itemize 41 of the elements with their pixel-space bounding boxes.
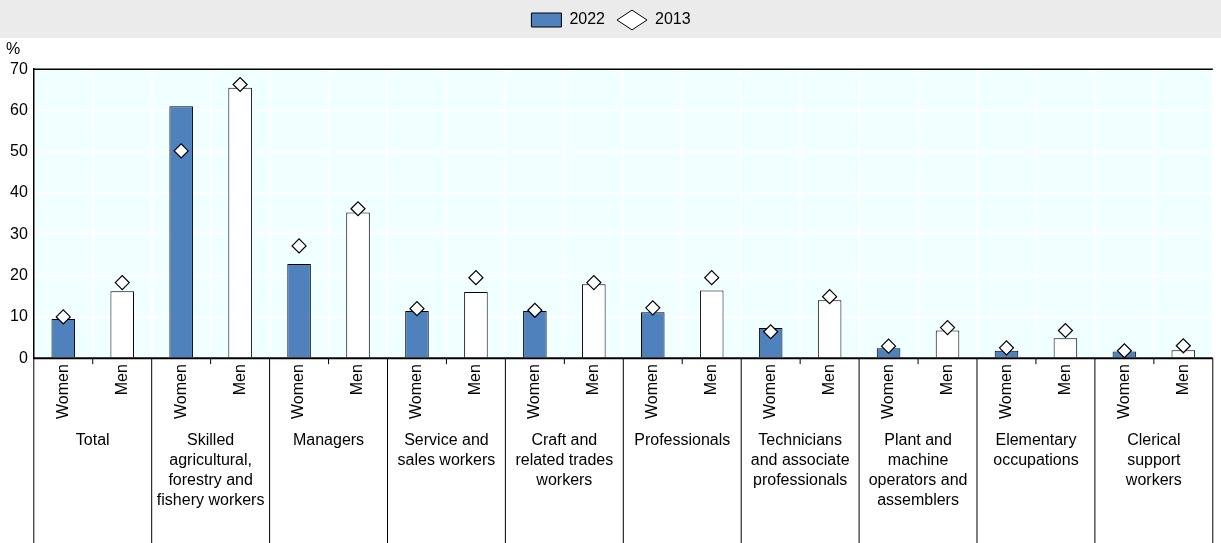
x-tick-label: Women [407,364,425,420]
x-tick-label: Men [348,364,366,396]
y-tick-label: 30 [10,224,28,242]
legend-label: 2022 [569,10,606,28]
x-tick-label: Women [643,364,661,420]
x-tick-label: Women [878,364,896,420]
y-tick-label: 20 [10,266,28,284]
y-tick-label: 40 [10,183,28,201]
x-tick-label: Women [171,364,189,420]
text: Technicians and associate professionals [750,431,850,489]
x-tick-label: Women [53,364,71,420]
text: Craft and related trades workers [515,431,614,489]
x-tick-label: Women [1114,364,1132,420]
y-tick-label: 0 [18,348,28,366]
y-tick-label: 50 [10,142,28,160]
text: Plant and machine operators and assemblers [868,431,968,509]
x-tick-label: Men [702,364,720,396]
y-axis-title: % [6,39,21,57]
legend-label: 2013 [655,10,691,28]
x-tick-label: Men [466,364,484,396]
x-tick-label: Men [584,364,602,396]
x-tick-label: Men [112,364,130,396]
x-tick-label: Women [525,364,543,420]
x-tick-label: Men [230,364,248,396]
text: Elementary occupations [993,431,1079,469]
x-tick-label: Women [289,364,307,420]
x-tick-label: Men [937,364,955,396]
text: Service and sales workers [397,431,496,469]
y-tick-label: 60 [10,100,28,118]
text: Total [75,431,110,449]
x-tick-label: Men [1173,364,1191,396]
text: Professionals [634,431,731,449]
x-tick-label: Women [996,364,1014,420]
text: Skilled agricultural, forestry and fishery workers [156,431,265,509]
y-tick-label: 70 [10,59,28,77]
text: Managers [292,431,365,449]
x-tick-label: Men [820,364,838,396]
x-tick-label: Women [761,364,779,420]
x-tick-label: Men [1055,364,1073,396]
text: Clerical support workers [1124,431,1182,489]
y-tick-label: 10 [10,307,28,325]
